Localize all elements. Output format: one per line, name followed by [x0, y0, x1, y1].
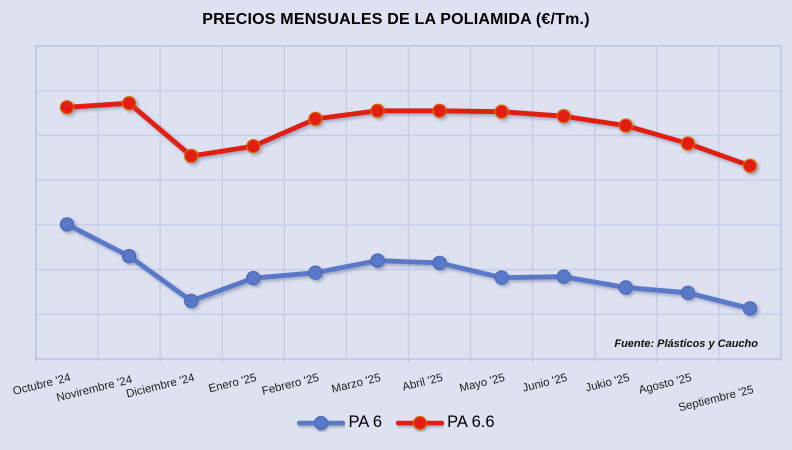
legend-marker-pa-6-6 [396, 415, 445, 430]
pa-6-point-4 [308, 265, 323, 280]
pa-6-point-11 [742, 301, 758, 316]
pa-6-point-5 [370, 253, 385, 268]
pa-6-point-9 [618, 280, 634, 295]
pa-6-6-point-7 [494, 104, 509, 119]
pa-6-point-2 [183, 293, 199, 309]
pa-6-6-series [59, 95, 758, 173]
pa-6-6-point-6 [432, 103, 447, 119]
pa-6-6-point-11 [742, 158, 758, 173]
pa-6-6-point-1 [121, 95, 137, 111]
legend-item-pa-6: PA 6 [297, 413, 382, 432]
pa-6-point-6 [432, 255, 447, 271]
pa-6-point-8 [556, 269, 571, 284]
plot-border [35, 45, 782, 360]
pa-6-6-point-9 [618, 118, 634, 133]
pa-6-6-point-8 [556, 108, 571, 124]
chart-title: PRECIOS MENSUALES DE LA POLIAMIDA (€/Tm.… [202, 11, 590, 28]
pa-6-6-point-0 [59, 100, 75, 115]
pa-6-6-line [64, 100, 753, 169]
legend-item-pa-6-6: PA 6.6 [396, 413, 495, 432]
pa-6-series [59, 217, 758, 316]
pa-6-6-point-3 [246, 138, 261, 154]
pa-6-point-0 [59, 217, 75, 232]
pa-6-line [64, 222, 753, 311]
pa-6-6-point-2 [183, 148, 199, 164]
source-note: Fuente: Plásticos y Caucho [614, 338, 758, 350]
legend-label-pa-6-6: PA 6.6 [447, 413, 495, 431]
pa-6-6-point-5 [370, 103, 385, 119]
legend-marker-pa-6 [297, 415, 346, 430]
gridlines [35, 45, 782, 363]
pa-6-point-1 [121, 249, 137, 264]
pa-6-point-7 [494, 270, 509, 285]
pa-6-point-10 [680, 285, 696, 300]
pa-6-point-3 [246, 270, 261, 286]
legend: PA 6 PA 6.6 [0, 413, 792, 432]
pa-6-6-point-4 [308, 111, 323, 127]
pa-6-6-point-10 [680, 136, 696, 151]
legend-label-pa-6: PA 6 [348, 413, 383, 431]
